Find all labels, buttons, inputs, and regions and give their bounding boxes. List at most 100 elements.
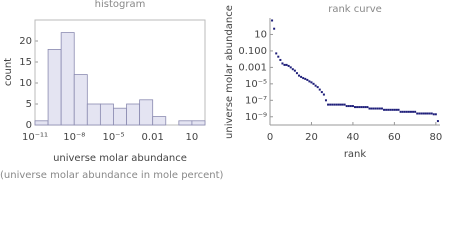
point xyxy=(291,68,294,71)
point xyxy=(333,103,336,106)
histogram-bar xyxy=(126,103,141,126)
point xyxy=(409,110,412,113)
point xyxy=(316,86,319,89)
point xyxy=(354,106,356,109)
point xyxy=(376,107,379,110)
histogram-bar xyxy=(178,120,193,126)
histogram-bar xyxy=(47,49,62,126)
point xyxy=(389,108,392,111)
point xyxy=(287,64,290,67)
histogram-bar xyxy=(139,99,154,126)
point xyxy=(318,88,321,91)
x-tick-label: 10⁻⁵ xyxy=(102,132,124,143)
point xyxy=(372,107,375,110)
y-tick-label: 10 xyxy=(19,78,32,89)
y-tick-label: 10⁻⁵ xyxy=(245,79,267,90)
point xyxy=(335,103,338,106)
chart-title: rank curve xyxy=(328,4,382,15)
point xyxy=(343,103,346,106)
point xyxy=(329,103,332,106)
point xyxy=(414,110,417,113)
point xyxy=(345,105,348,108)
page: histogram universe molar abundance count (u… xyxy=(0,0,442,181)
point xyxy=(422,112,425,115)
point xyxy=(295,72,298,75)
y-tick-label: 10 xyxy=(254,29,267,40)
point xyxy=(347,105,350,108)
point xyxy=(337,103,340,106)
point xyxy=(289,66,292,69)
point xyxy=(424,112,427,115)
y-axis-label: count xyxy=(3,58,14,86)
histogram-bar xyxy=(34,120,49,126)
x-tick-label: 40 xyxy=(347,132,360,143)
point xyxy=(391,108,394,111)
x-tick-label: 20 xyxy=(305,132,318,143)
point xyxy=(277,55,280,58)
point xyxy=(366,106,369,109)
point xyxy=(416,112,419,115)
point xyxy=(405,110,408,113)
point xyxy=(285,63,288,66)
histogram-bar xyxy=(73,74,88,126)
point xyxy=(351,105,354,108)
point xyxy=(387,108,390,111)
y-tick-label: 5 xyxy=(26,99,32,110)
point xyxy=(395,108,398,111)
point xyxy=(308,80,311,83)
x-tick-label: 60 xyxy=(388,132,401,143)
point xyxy=(322,93,325,96)
point xyxy=(397,108,400,111)
point xyxy=(273,27,276,30)
point xyxy=(385,108,388,111)
point xyxy=(426,112,429,115)
point xyxy=(428,112,431,115)
histogram-bar xyxy=(86,103,101,126)
x-axis-label: rank xyxy=(344,149,367,160)
y-tick-label: 0.001 xyxy=(238,62,267,73)
point xyxy=(349,105,352,108)
y-tick-label: 10⁻⁹ xyxy=(245,112,267,123)
point xyxy=(298,74,301,77)
point xyxy=(324,99,327,102)
x-tick-label: 0 xyxy=(267,132,273,143)
point xyxy=(341,103,344,106)
histogram-bar xyxy=(191,120,206,126)
point xyxy=(304,77,307,80)
point xyxy=(432,113,435,116)
y-tick-label: 0 xyxy=(26,120,32,131)
point xyxy=(339,103,342,106)
histogram-bar xyxy=(99,103,114,126)
point xyxy=(412,110,415,113)
point xyxy=(300,75,303,78)
point xyxy=(418,112,421,115)
point xyxy=(436,120,439,123)
point xyxy=(399,110,402,113)
point xyxy=(283,63,286,66)
point xyxy=(312,82,315,85)
histogram-bar xyxy=(113,107,127,126)
point xyxy=(370,107,373,110)
x-tick-label: 10⁻¹¹ xyxy=(22,132,48,143)
point xyxy=(401,110,404,113)
point xyxy=(320,91,323,94)
x-tick-label: 10 xyxy=(186,132,199,143)
point xyxy=(407,110,410,113)
point xyxy=(306,78,309,81)
point xyxy=(368,107,371,110)
point xyxy=(374,107,377,110)
x-tick-label: 80 xyxy=(429,132,442,143)
point xyxy=(327,103,330,106)
point xyxy=(383,108,386,111)
x-axis-label: universe molar abundance xyxy=(53,153,187,164)
point xyxy=(310,81,313,84)
chart-title: histogram xyxy=(95,0,146,10)
point xyxy=(378,107,381,110)
point xyxy=(314,84,317,87)
y-axis-label: universe molar abundance xyxy=(224,5,235,139)
point xyxy=(331,103,334,106)
point xyxy=(302,77,305,80)
y-tick-label: 15 xyxy=(19,57,32,68)
histogram-bar xyxy=(152,116,167,126)
point xyxy=(393,108,396,111)
